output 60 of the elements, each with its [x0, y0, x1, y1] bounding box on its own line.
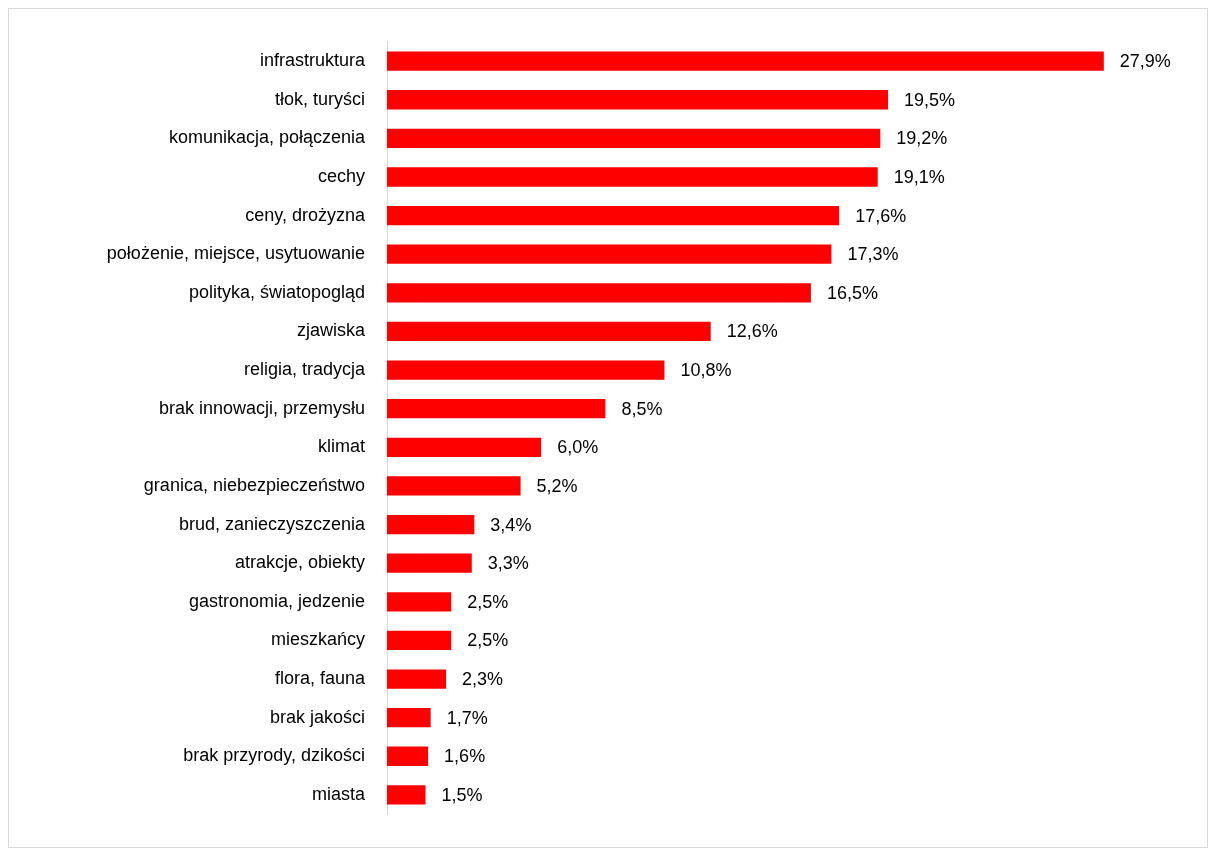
- bar: [387, 205, 840, 226]
- data-label: 1,7%: [446, 707, 488, 728]
- bar: [387, 476, 521, 496]
- y-tick-label: granica, niebezpieczeństwo: [143, 474, 365, 495]
- y-tick-label: miasta: [311, 783, 366, 804]
- data-label: 17,3%: [847, 244, 899, 265]
- bar: [387, 321, 711, 342]
- bar: [387, 437, 542, 457]
- data-label: 2,3%: [462, 669, 504, 689]
- y-tick-label: brak jakości: [269, 706, 365, 727]
- bar: [387, 399, 606, 419]
- y-tick-label: flora, fauna: [274, 668, 366, 688]
- bar: [387, 669, 447, 689]
- data-label: 12,6%: [726, 321, 778, 342]
- data-label: 19,1%: [893, 166, 945, 187]
- y-tick-label: gastronomia, jedzenie: [188, 590, 365, 611]
- y-tick-label: komunikacja, połączenia: [168, 127, 366, 148]
- data-label: 2,5%: [467, 591, 509, 612]
- y-tick-label: brak innowacji, przemysłu: [158, 397, 365, 418]
- data-label: 19,2%: [896, 128, 948, 149]
- y-tick-label: atrakcje, obiekty: [234, 552, 365, 573]
- bar: [387, 785, 426, 805]
- bar: [387, 244, 832, 264]
- data-label: 3,4%: [490, 514, 532, 535]
- y-tick-label: infrastruktura: [259, 50, 366, 71]
- bar: [387, 51, 1104, 71]
- data-label: 16,5%: [826, 282, 878, 303]
- bar: [387, 514, 475, 535]
- bar: [387, 553, 472, 573]
- y-tick-label: brak przyrody, dzikości: [183, 745, 365, 766]
- y-tick-label: cechy: [317, 165, 365, 186]
- y-tick-label: mieszkańcy: [270, 629, 365, 650]
- y-tick-label: brud, zanieczyszczenia: [178, 513, 366, 534]
- data-label: 27,9%: [1119, 51, 1171, 72]
- data-label: 1,5%: [441, 784, 483, 805]
- y-tick-label: religia, tradycja: [243, 359, 366, 380]
- y-tick-label: tłok, turyści: [274, 88, 365, 109]
- bar: [387, 592, 452, 612]
- y-tick-label: klimat: [317, 436, 365, 457]
- y-tick-label: zjawiska: [296, 320, 366, 341]
- bar: [387, 746, 429, 766]
- bar: [387, 360, 665, 380]
- data-label: 8,5%: [621, 398, 663, 419]
- data-label: 17,6%: [855, 205, 907, 226]
- data-label: 1,6%: [444, 746, 486, 767]
- data-label: 10,8%: [680, 360, 732, 381]
- bar: [387, 630, 452, 651]
- bar: [387, 167, 878, 187]
- data-label: 5,2%: [536, 475, 578, 496]
- data-label: 2,5%: [467, 630, 509, 651]
- bar: [387, 90, 888, 110]
- bar: [387, 283, 811, 303]
- y-tick-label: ceny, drożyzna: [245, 204, 366, 225]
- bar: [387, 708, 431, 728]
- y-tick-label: polityka, światopogląd: [188, 281, 365, 302]
- data-label: 19,5%: [904, 89, 956, 110]
- data-label: 3,3%: [487, 553, 529, 574]
- y-tick-label: położenie, miejsce, usytuowanie: [106, 243, 365, 264]
- data-label: 6,0%: [557, 437, 599, 458]
- bar: [387, 128, 881, 149]
